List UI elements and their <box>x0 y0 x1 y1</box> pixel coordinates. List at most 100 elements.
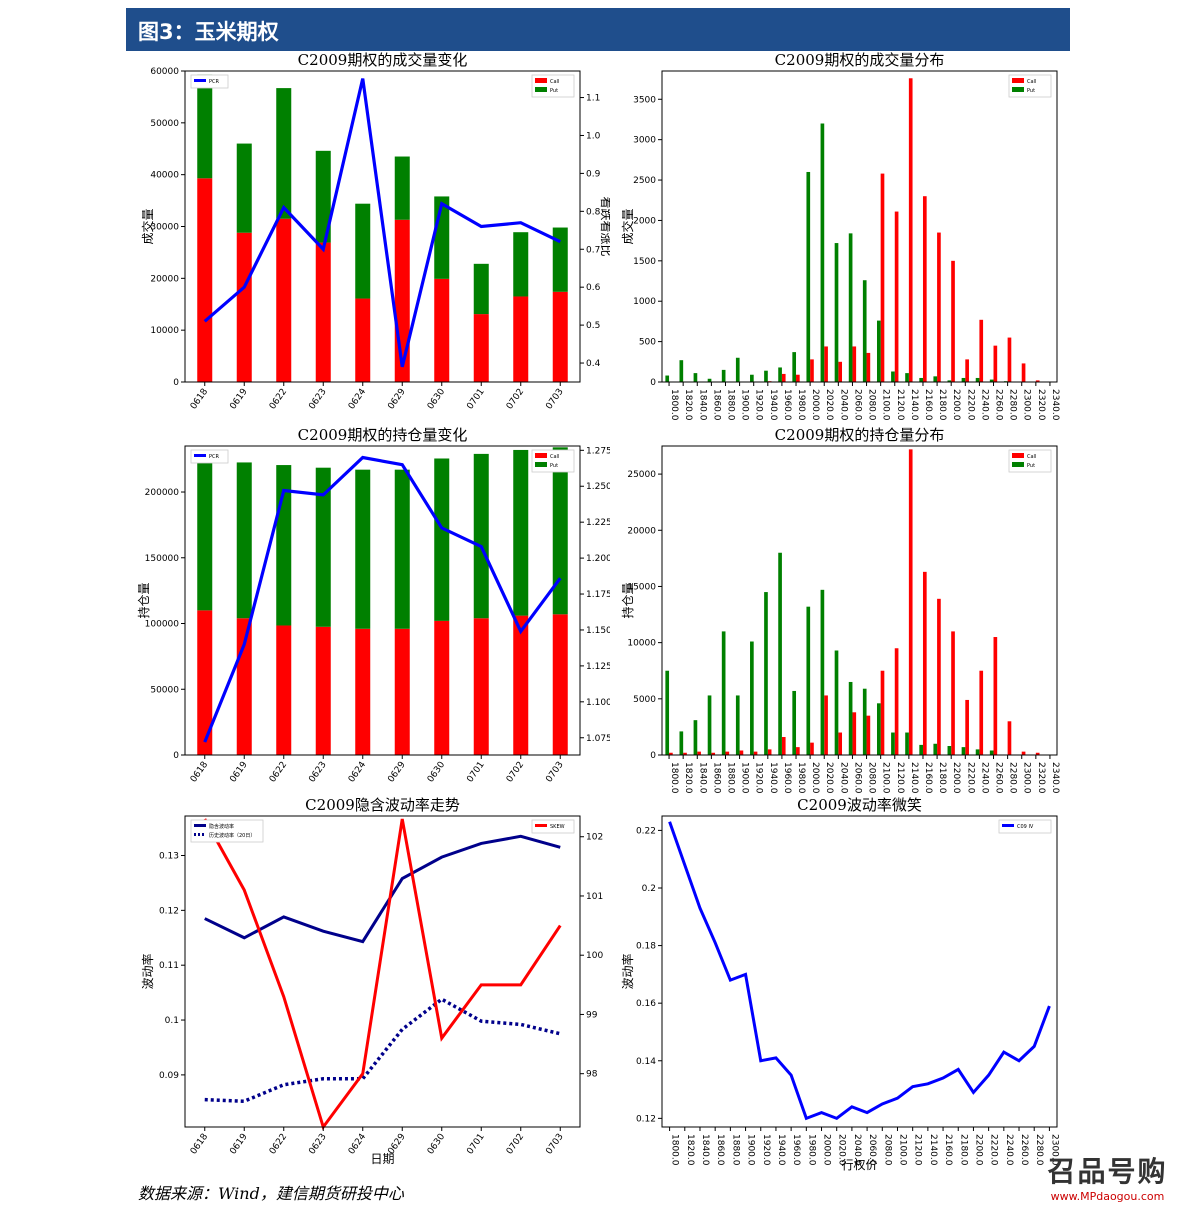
x-tick-label: 2300.0 <box>1022 389 1032 420</box>
bar-call <box>355 628 371 755</box>
x-tick-label: 0703 <box>544 1132 565 1156</box>
bar-call <box>394 628 410 755</box>
bar-call <box>552 614 568 755</box>
bar-put <box>933 376 938 382</box>
bar-call <box>697 751 701 755</box>
x-tick-label: 2080.0 <box>867 389 877 420</box>
bar-call <box>434 620 450 755</box>
bar-call <box>894 211 899 382</box>
bar-put <box>552 227 568 292</box>
x-tick-label: 2240.0 <box>979 389 989 420</box>
legend-label: PCR <box>209 79 220 85</box>
legend-label: PCR <box>209 454 220 460</box>
bar-put <box>975 749 980 755</box>
y-tick-label: 60000 <box>150 67 179 77</box>
bar-put <box>693 373 698 382</box>
bar-put <box>735 695 740 755</box>
bar-put <box>707 378 712 382</box>
bar-put <box>891 371 895 382</box>
y2-tick-label: 1.100 <box>586 698 610 708</box>
x-tick-label: 2340.0 <box>1050 389 1060 420</box>
bar-put <box>961 747 966 755</box>
volatility-smile-chart: C2009波动率微笑 0.12 0.14 0.16 0.18 0.2 0.22 1800.0 1… <box>620 796 1059 1172</box>
y2-tick-label: 0.9 <box>586 169 601 179</box>
bar-call <box>810 359 814 382</box>
bar-put <box>276 88 292 219</box>
x-tick-label: 1920.0 <box>761 1134 771 1166</box>
y-tick-label: 0.22 <box>636 826 656 836</box>
y-tick-label: 100000 <box>145 620 180 630</box>
bar-put <box>989 750 994 755</box>
x-tick-label: 2340.0 <box>1050 762 1060 794</box>
x-tick-label: 2160.0 <box>923 389 933 420</box>
legend-swatch <box>535 462 547 467</box>
bar-put <box>750 641 754 755</box>
bar-put <box>792 690 797 755</box>
bar-put <box>552 447 568 615</box>
x-tick-label: 1860.0 <box>711 762 721 794</box>
bar-put <box>961 377 966 382</box>
x-tick-label: 1800.0 <box>670 1134 680 1166</box>
x-tick-label: 1880.0 <box>730 1134 740 1166</box>
bar-put <box>975 377 980 382</box>
legend-label: 隐含波动率 <box>209 823 234 830</box>
x-tick-label: 1940.0 <box>768 389 778 420</box>
x-tick-label: 2020.0 <box>837 1134 847 1166</box>
x-tick-label: 0622 <box>268 387 289 411</box>
x-tick-label: 0618 <box>189 1132 210 1157</box>
x-tick-label: 2160.0 <box>923 762 933 794</box>
x-tick-label: 0623 <box>307 1132 328 1156</box>
legend <box>190 449 229 464</box>
bar-call <box>473 314 489 382</box>
x-tick-label: 1880.0 <box>725 762 735 794</box>
x-tick-label: 2280.0 <box>1008 389 1018 420</box>
x-tick-label: 2040.0 <box>838 762 848 794</box>
x-tick-label: 2020.0 <box>824 762 834 794</box>
x-tick-label: 2300.0 <box>1049 1134 1059 1166</box>
x-tick-label: 1880.0 <box>725 389 735 420</box>
bar-call <box>796 374 800 382</box>
bar-put <box>919 744 923 755</box>
x-tick-label: 0623 <box>307 760 328 784</box>
y-axis-label: 持仓量 <box>620 582 635 618</box>
x-tick-label: 0618 <box>189 387 210 412</box>
y-tick-label: 0 <box>173 378 179 388</box>
bar-call <box>315 242 331 382</box>
bar-put <box>315 150 331 243</box>
y-axis-label: 成交量 <box>140 208 155 244</box>
bar-put <box>862 280 867 382</box>
bar-call <box>197 610 213 755</box>
bar-put <box>735 357 740 382</box>
x-tick-label: 2140.0 <box>928 1134 938 1166</box>
y-axis-label: 波动率 <box>140 953 155 989</box>
x-tick-label: 1840.0 <box>697 762 707 794</box>
legend-label: Put <box>550 463 558 469</box>
bar-call <box>965 359 969 382</box>
bar-call <box>908 449 913 755</box>
y2-tick-label: 101 <box>586 892 603 902</box>
y-tick-label: 0 <box>650 378 656 388</box>
x-tick-label: 0701 <box>465 387 486 411</box>
x-tick-label: 2200.0 <box>951 389 961 420</box>
bar-call <box>1007 721 1012 755</box>
bar-put <box>933 743 938 755</box>
y2-tick-label: 1.250 <box>586 482 610 492</box>
x-tick-label: 2060.0 <box>852 389 862 420</box>
figure-title: 图3：玉米期权 <box>138 20 279 44</box>
x-tick-label: 0701 <box>465 760 486 784</box>
legend <box>190 819 264 843</box>
bar-call <box>824 695 828 755</box>
open-interest-distribution-chart: C2009期权的持仓量分布 0 5000 10000 15000 20000 25000 18… <box>620 426 1060 794</box>
x-tick-label: 1900.0 <box>740 389 750 420</box>
legend-swatch <box>1012 453 1024 458</box>
bar-put <box>394 156 410 220</box>
bar-call <box>922 571 927 755</box>
x-tick-label: 1980.0 <box>796 389 806 420</box>
bar-call <box>951 260 955 382</box>
bar-put <box>315 467 331 627</box>
y2-tick-label: 0.8 <box>586 207 601 217</box>
x-tick-label: 2000.0 <box>822 1134 832 1166</box>
x-tick-label: 2080.0 <box>882 1134 892 1166</box>
x-tick-label: 2040.0 <box>838 389 848 420</box>
plot-frame <box>661 70 1058 383</box>
